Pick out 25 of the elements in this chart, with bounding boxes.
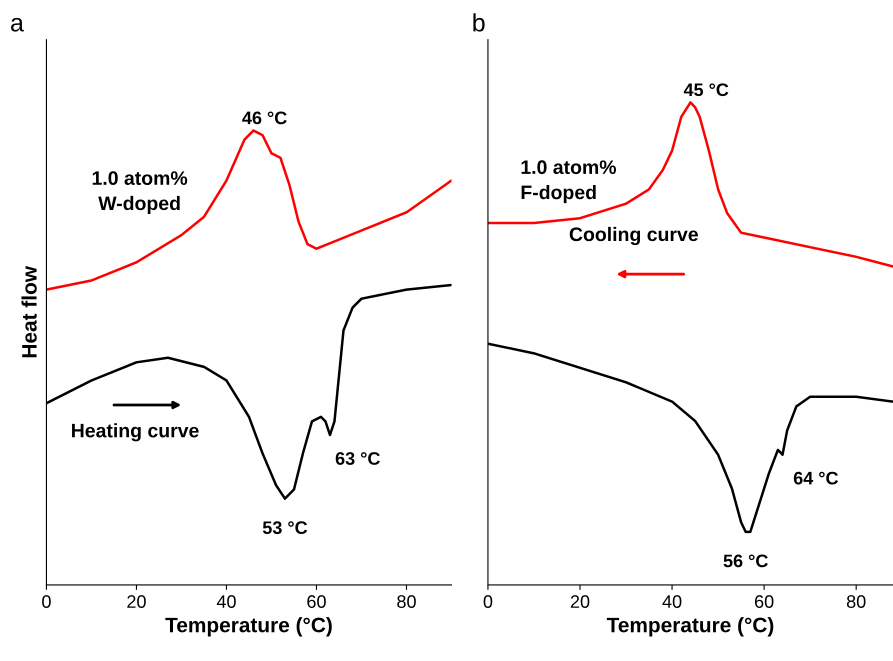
x-axis-title: Temperature (°C) xyxy=(606,617,774,637)
x-tick-label: 0 xyxy=(484,595,492,608)
x-tick-label: 0 xyxy=(42,595,51,608)
annotation: 1.0 atom% F-doped xyxy=(522,160,616,204)
annotation: 56 °C xyxy=(724,554,768,568)
annotation: 64 °C xyxy=(794,472,838,485)
annotation: 1.0 atom% W-doped xyxy=(92,171,188,214)
x-tick-label: 40 xyxy=(216,595,236,608)
x-tick-label: 20 xyxy=(127,595,146,608)
annotation: 46 °C xyxy=(242,112,287,124)
annotation: 45 °C xyxy=(684,83,728,96)
x-axis-title: Temperature (°C) xyxy=(165,617,332,637)
annotation: 63 °C xyxy=(336,452,380,465)
chart-title: a xyxy=(11,18,24,32)
x-tick-label: 60 xyxy=(754,595,774,608)
x-tick-label: 20 xyxy=(570,595,590,608)
x-tick-label: 80 xyxy=(846,595,866,608)
annotation: Cooling curve xyxy=(570,226,698,246)
annotation: Heating curve xyxy=(72,423,199,442)
x-tick-label: 60 xyxy=(307,595,326,608)
annotation: 53 °C xyxy=(262,521,308,534)
chart-title: b xyxy=(473,13,485,32)
y-axis-title: Heat flow xyxy=(21,266,37,358)
x-tick-label: 80 xyxy=(397,595,416,608)
x-tick-label: 40 xyxy=(662,595,682,608)
